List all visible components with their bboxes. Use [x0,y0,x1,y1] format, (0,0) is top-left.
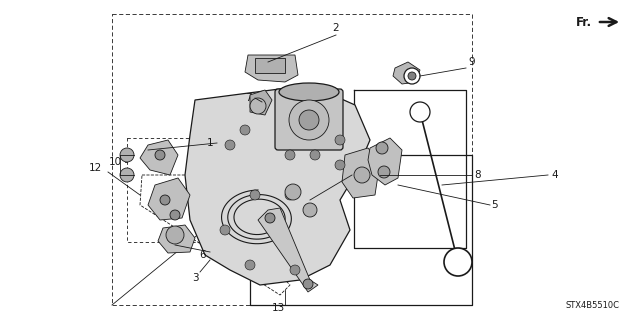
Polygon shape [393,62,420,84]
Text: 6: 6 [200,250,206,260]
Text: 10: 10 [108,157,122,167]
Bar [255,58,285,73]
Circle shape [290,265,300,275]
Text: Fr.: Fr. [576,16,592,28]
Polygon shape [368,138,402,185]
Circle shape [303,203,317,217]
Circle shape [310,150,320,160]
Circle shape [444,248,472,276]
Polygon shape [140,140,178,175]
Text: 11: 11 [353,163,367,173]
Circle shape [408,72,416,80]
Circle shape [240,125,250,135]
Circle shape [155,150,165,160]
Text: 5: 5 [492,200,499,210]
Text: 4: 4 [552,170,558,180]
Circle shape [335,135,345,145]
Circle shape [220,225,230,235]
Polygon shape [245,55,298,82]
Circle shape [303,279,313,289]
Circle shape [354,167,370,183]
Circle shape [285,184,301,200]
Text: 12: 12 [88,163,102,173]
Circle shape [299,110,319,130]
Circle shape [245,260,255,270]
Text: STX4B5510C: STX4B5510C [566,300,620,309]
Circle shape [285,190,295,200]
Polygon shape [148,178,190,220]
Circle shape [225,140,235,150]
Circle shape [265,213,275,223]
Circle shape [289,100,329,140]
Text: 8: 8 [475,170,481,180]
Polygon shape [250,90,272,115]
Circle shape [376,142,388,154]
Circle shape [404,68,420,84]
Circle shape [378,166,390,178]
Text: 13: 13 [271,303,285,313]
Circle shape [120,168,134,182]
FancyBboxPatch shape [275,89,343,150]
Polygon shape [258,208,318,292]
Text: 7: 7 [244,93,252,103]
Ellipse shape [279,83,339,101]
Circle shape [410,102,430,122]
Circle shape [166,226,184,244]
Text: 3: 3 [192,273,198,283]
Text: 1: 1 [207,138,213,148]
Circle shape [250,98,266,114]
Circle shape [170,210,180,220]
Text: 2: 2 [333,23,339,33]
Circle shape [250,190,260,200]
Polygon shape [158,225,195,253]
Circle shape [120,148,134,162]
Circle shape [285,150,295,160]
Polygon shape [185,85,370,285]
Circle shape [160,195,170,205]
Circle shape [335,160,345,170]
Text: 9: 9 [468,57,476,67]
Polygon shape [342,148,380,198]
